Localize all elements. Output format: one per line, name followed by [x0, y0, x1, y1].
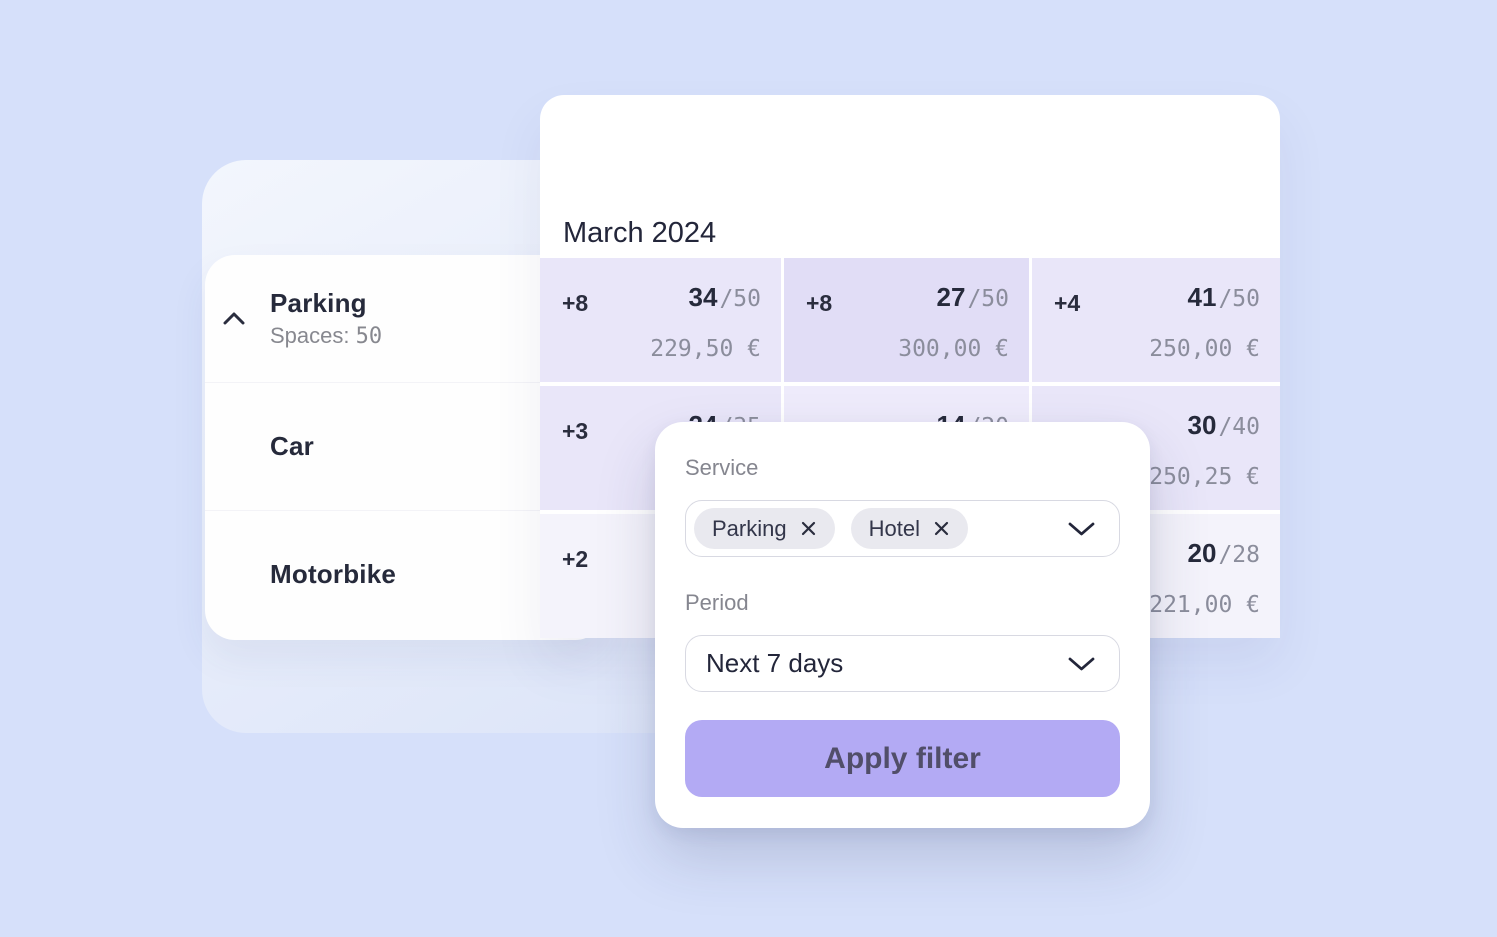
service-chip-parking[interactable]: Parking [694, 508, 835, 549]
chevron-up-icon[interactable] [222, 311, 246, 327]
apply-filter-button[interactable]: Apply filter [685, 720, 1120, 797]
availability-cell[interactable]: +8 34/50 229,50 € [540, 258, 781, 382]
price-value: 300,00 € [898, 336, 1009, 362]
calendar-month-title: March 2024 [563, 217, 717, 249]
x-icon[interactable] [800, 520, 817, 537]
chevron-down-icon[interactable] [1068, 657, 1095, 672]
period-select[interactable]: Next 7 days [685, 635, 1120, 692]
capacity-value: /50 [967, 286, 1009, 312]
sidebar-item-car[interactable]: Car [205, 382, 605, 510]
sidebar-item-parking[interactable]: Parking Spaces: 50 [205, 255, 605, 382]
waitlist-badge: +8 [806, 290, 833, 316]
services-panel: Parking Spaces: 50 Car Motorbike [205, 255, 605, 640]
occupancy-value: 27 [936, 282, 966, 312]
period-selected-value: Next 7 days [706, 648, 844, 678]
waitlist-badge: +3 [562, 418, 589, 444]
x-icon[interactable] [933, 520, 950, 537]
service-name: Parking [270, 288, 367, 318]
sidebar-item-motorbike[interactable]: Motorbike [205, 510, 605, 638]
waitlist-badge: +4 [1054, 290, 1081, 316]
service-multiselect[interactable]: Parking Hotel [685, 500, 1120, 557]
service-chip-hotel[interactable]: Hotel [850, 508, 968, 549]
capacity-value: /50 [1218, 286, 1260, 312]
service-field-label: Service [685, 455, 759, 480]
chip-label: Parking [712, 515, 787, 541]
service-name: Motorbike [270, 559, 397, 589]
capacity-value: /40 [1218, 414, 1260, 440]
chip-label: Hotel [868, 515, 920, 541]
price-value: 250,25 € [1149, 464, 1260, 490]
price-value: 221,00 € [1149, 592, 1260, 618]
price-value: 250,00 € [1149, 336, 1260, 362]
capacity-value: /50 [719, 286, 761, 312]
availability-cell[interactable]: +8 27/50 300,00 € [784, 258, 1029, 382]
waitlist-badge: +2 [562, 546, 589, 572]
period-field-label: Period [685, 590, 749, 615]
capacity-value: /28 [1218, 542, 1260, 568]
occupancy-value: 30 [1187, 410, 1217, 440]
filter-popup: Service Parking Hotel Period Next 7 da [655, 422, 1150, 828]
availability-cell[interactable]: +4 41/50 250,00 € [1032, 258, 1280, 382]
occupancy-value: 20 [1187, 538, 1217, 568]
price-value: 229,50 € [650, 336, 761, 362]
service-capacity: Spaces: 50 [270, 323, 383, 349]
occupancy-value: 41 [1187, 282, 1217, 312]
occupancy-value: 34 [688, 282, 718, 312]
service-name: Car [270, 431, 314, 461]
chevron-down-icon[interactable] [1068, 522, 1095, 537]
waitlist-badge: +8 [562, 290, 589, 316]
